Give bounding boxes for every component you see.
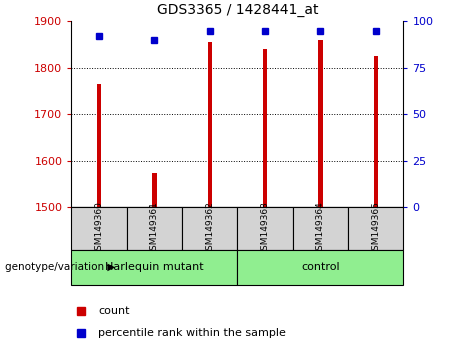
Bar [71,207,127,250]
Bar [152,173,157,207]
Bar [127,207,182,250]
Bar [293,207,348,250]
Title: GDS3365 / 1428441_at: GDS3365 / 1428441_at [157,4,318,17]
Bar [182,207,237,250]
Text: control: control [301,262,340,272]
Text: GSM149360: GSM149360 [95,201,104,256]
Text: percentile rank within the sample: percentile rank within the sample [98,328,286,338]
Text: GSM149362: GSM149362 [205,201,214,256]
Bar [237,250,403,285]
Bar [263,49,267,207]
Bar [348,207,403,250]
Bar [207,42,212,207]
Bar [71,250,237,285]
Text: GSM149363: GSM149363 [260,201,270,256]
Text: GSM149361: GSM149361 [150,201,159,256]
Text: Harlequin mutant: Harlequin mutant [105,262,204,272]
Bar [237,207,293,250]
Text: genotype/variation ▶: genotype/variation ▶ [5,262,115,272]
Bar [97,84,101,207]
Text: GSM149365: GSM149365 [371,201,380,256]
Bar [318,40,323,207]
Bar [373,56,378,207]
Text: GSM149364: GSM149364 [316,201,325,256]
Text: count: count [98,306,130,316]
